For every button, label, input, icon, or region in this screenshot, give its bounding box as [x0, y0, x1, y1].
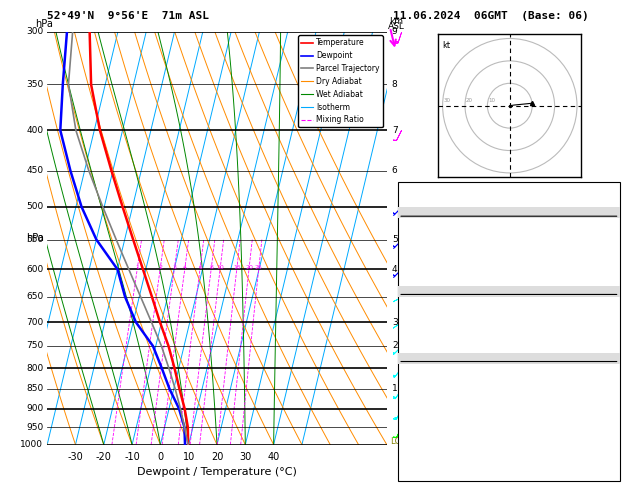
Text: -20: -20 — [96, 452, 112, 462]
Text: 23: 23 — [602, 407, 615, 417]
Text: PW (cm): PW (cm) — [403, 206, 445, 216]
Text: 2: 2 — [392, 342, 398, 350]
Text: Most Unstable: Most Unstable — [469, 295, 548, 305]
Text: CAPE (J): CAPE (J) — [403, 273, 442, 283]
Text: Pressure (mb): Pressure (mb) — [403, 306, 472, 316]
Text: 450: 450 — [26, 166, 43, 175]
Text: 33: 33 — [603, 373, 615, 383]
Text: 40: 40 — [267, 452, 280, 462]
Text: 10: 10 — [489, 98, 496, 104]
Text: 3: 3 — [392, 318, 398, 327]
Text: CIN (J): CIN (J) — [403, 351, 434, 361]
Text: θε(K): θε(K) — [403, 250, 428, 260]
Text: 2: 2 — [159, 264, 162, 270]
Text: 14: 14 — [603, 183, 615, 193]
Text: 3: 3 — [172, 264, 177, 270]
Text: -30: -30 — [67, 452, 84, 462]
Text: 0: 0 — [608, 340, 615, 350]
Text: 4: 4 — [183, 264, 187, 270]
Text: Temp (°C): Temp (°C) — [403, 228, 452, 238]
Text: ASL: ASL — [388, 21, 404, 31]
Text: -10: -10 — [124, 452, 140, 462]
Text: K: K — [403, 183, 409, 193]
Text: 550: 550 — [26, 235, 43, 244]
Text: 400: 400 — [26, 126, 43, 135]
Text: kt: kt — [443, 41, 451, 50]
Text: 8: 8 — [392, 80, 398, 89]
Text: 15: 15 — [233, 264, 241, 270]
Text: Lifted Index: Lifted Index — [403, 261, 460, 272]
Text: 1000: 1000 — [20, 440, 43, 449]
Text: Lifted Index: Lifted Index — [403, 329, 460, 339]
Text: 309°: 309° — [591, 396, 615, 406]
Text: CIN (J): CIN (J) — [403, 284, 434, 294]
Text: 750: 750 — [26, 342, 43, 350]
Text: 1: 1 — [392, 384, 398, 394]
Text: 900: 900 — [26, 404, 43, 413]
Text: 0: 0 — [157, 452, 164, 462]
Text: 7: 7 — [608, 329, 615, 339]
Text: km: km — [389, 17, 403, 26]
Text: 350: 350 — [26, 80, 43, 89]
Text: 10: 10 — [216, 264, 224, 270]
Text: 30: 30 — [239, 452, 252, 462]
Text: 301: 301 — [596, 250, 615, 260]
Text: 1.97: 1.97 — [593, 206, 615, 216]
Text: 300: 300 — [26, 27, 43, 36]
Text: Surface: Surface — [488, 217, 530, 227]
Text: 25: 25 — [255, 264, 263, 270]
Text: 4: 4 — [392, 265, 398, 274]
Legend: Temperature, Dewpoint, Parcel Trajectory, Dry Adiabat, Wet Adiabat, Isotherm, Mi: Temperature, Dewpoint, Parcel Trajectory… — [298, 35, 383, 127]
Text: 7: 7 — [392, 126, 398, 135]
Text: 850: 850 — [26, 384, 43, 394]
Text: EH: EH — [403, 373, 416, 383]
Text: 600: 600 — [26, 265, 43, 274]
Text: Mixing Ratio (g/kg): Mixing Ratio (g/kg) — [411, 198, 420, 278]
Text: θε (K): θε (K) — [403, 317, 431, 328]
Text: 309: 309 — [596, 317, 615, 328]
Text: 700: 700 — [26, 318, 43, 327]
Text: StmSpd (kt): StmSpd (kt) — [403, 407, 462, 417]
Text: 9.8: 9.8 — [599, 228, 615, 238]
Text: 21: 21 — [602, 384, 615, 395]
Text: 8: 8 — [209, 264, 213, 270]
Text: StmDir: StmDir — [403, 396, 437, 406]
Text: 10: 10 — [182, 452, 195, 462]
Text: 6: 6 — [392, 166, 398, 175]
Text: 12: 12 — [602, 261, 615, 272]
Text: SREH: SREH — [403, 384, 430, 395]
Text: 38: 38 — [603, 194, 615, 205]
Text: Dewpoint / Temperature (°C): Dewpoint / Temperature (°C) — [137, 467, 297, 477]
Text: LCL: LCL — [390, 437, 405, 447]
Text: CAPE (J): CAPE (J) — [403, 340, 442, 350]
Text: 20: 20 — [466, 98, 473, 104]
Text: Hodograph: Hodograph — [479, 362, 539, 372]
Text: 5: 5 — [392, 235, 398, 244]
Text: Totals Totals: Totals Totals — [403, 194, 462, 205]
Text: 750: 750 — [596, 306, 615, 316]
Text: © weatheronline.co.uk: © weatheronline.co.uk — [461, 469, 557, 479]
Text: 0: 0 — [608, 273, 615, 283]
Text: hPa: hPa — [35, 19, 53, 29]
Text: Dewp (°C): Dewp (°C) — [403, 239, 454, 249]
Text: 1: 1 — [136, 264, 140, 270]
Text: 6: 6 — [198, 264, 202, 270]
Text: 20: 20 — [245, 264, 253, 270]
Text: 500: 500 — [26, 202, 43, 211]
Text: 20: 20 — [211, 452, 223, 462]
Text: hPa: hPa — [26, 233, 44, 243]
Text: 0: 0 — [608, 284, 615, 294]
Text: 0: 0 — [608, 351, 615, 361]
Text: 52°49'N  9°56'E  71m ASL: 52°49'N 9°56'E 71m ASL — [47, 11, 209, 21]
Text: 9: 9 — [392, 27, 398, 36]
Text: 11.06.2024  06GMT  (Base: 06): 11.06.2024 06GMT (Base: 06) — [393, 11, 589, 21]
Text: 8.7: 8.7 — [599, 239, 615, 249]
Text: 650: 650 — [26, 293, 43, 301]
Text: 30: 30 — [443, 98, 451, 104]
Text: 950: 950 — [26, 423, 43, 432]
Text: 800: 800 — [26, 364, 43, 373]
